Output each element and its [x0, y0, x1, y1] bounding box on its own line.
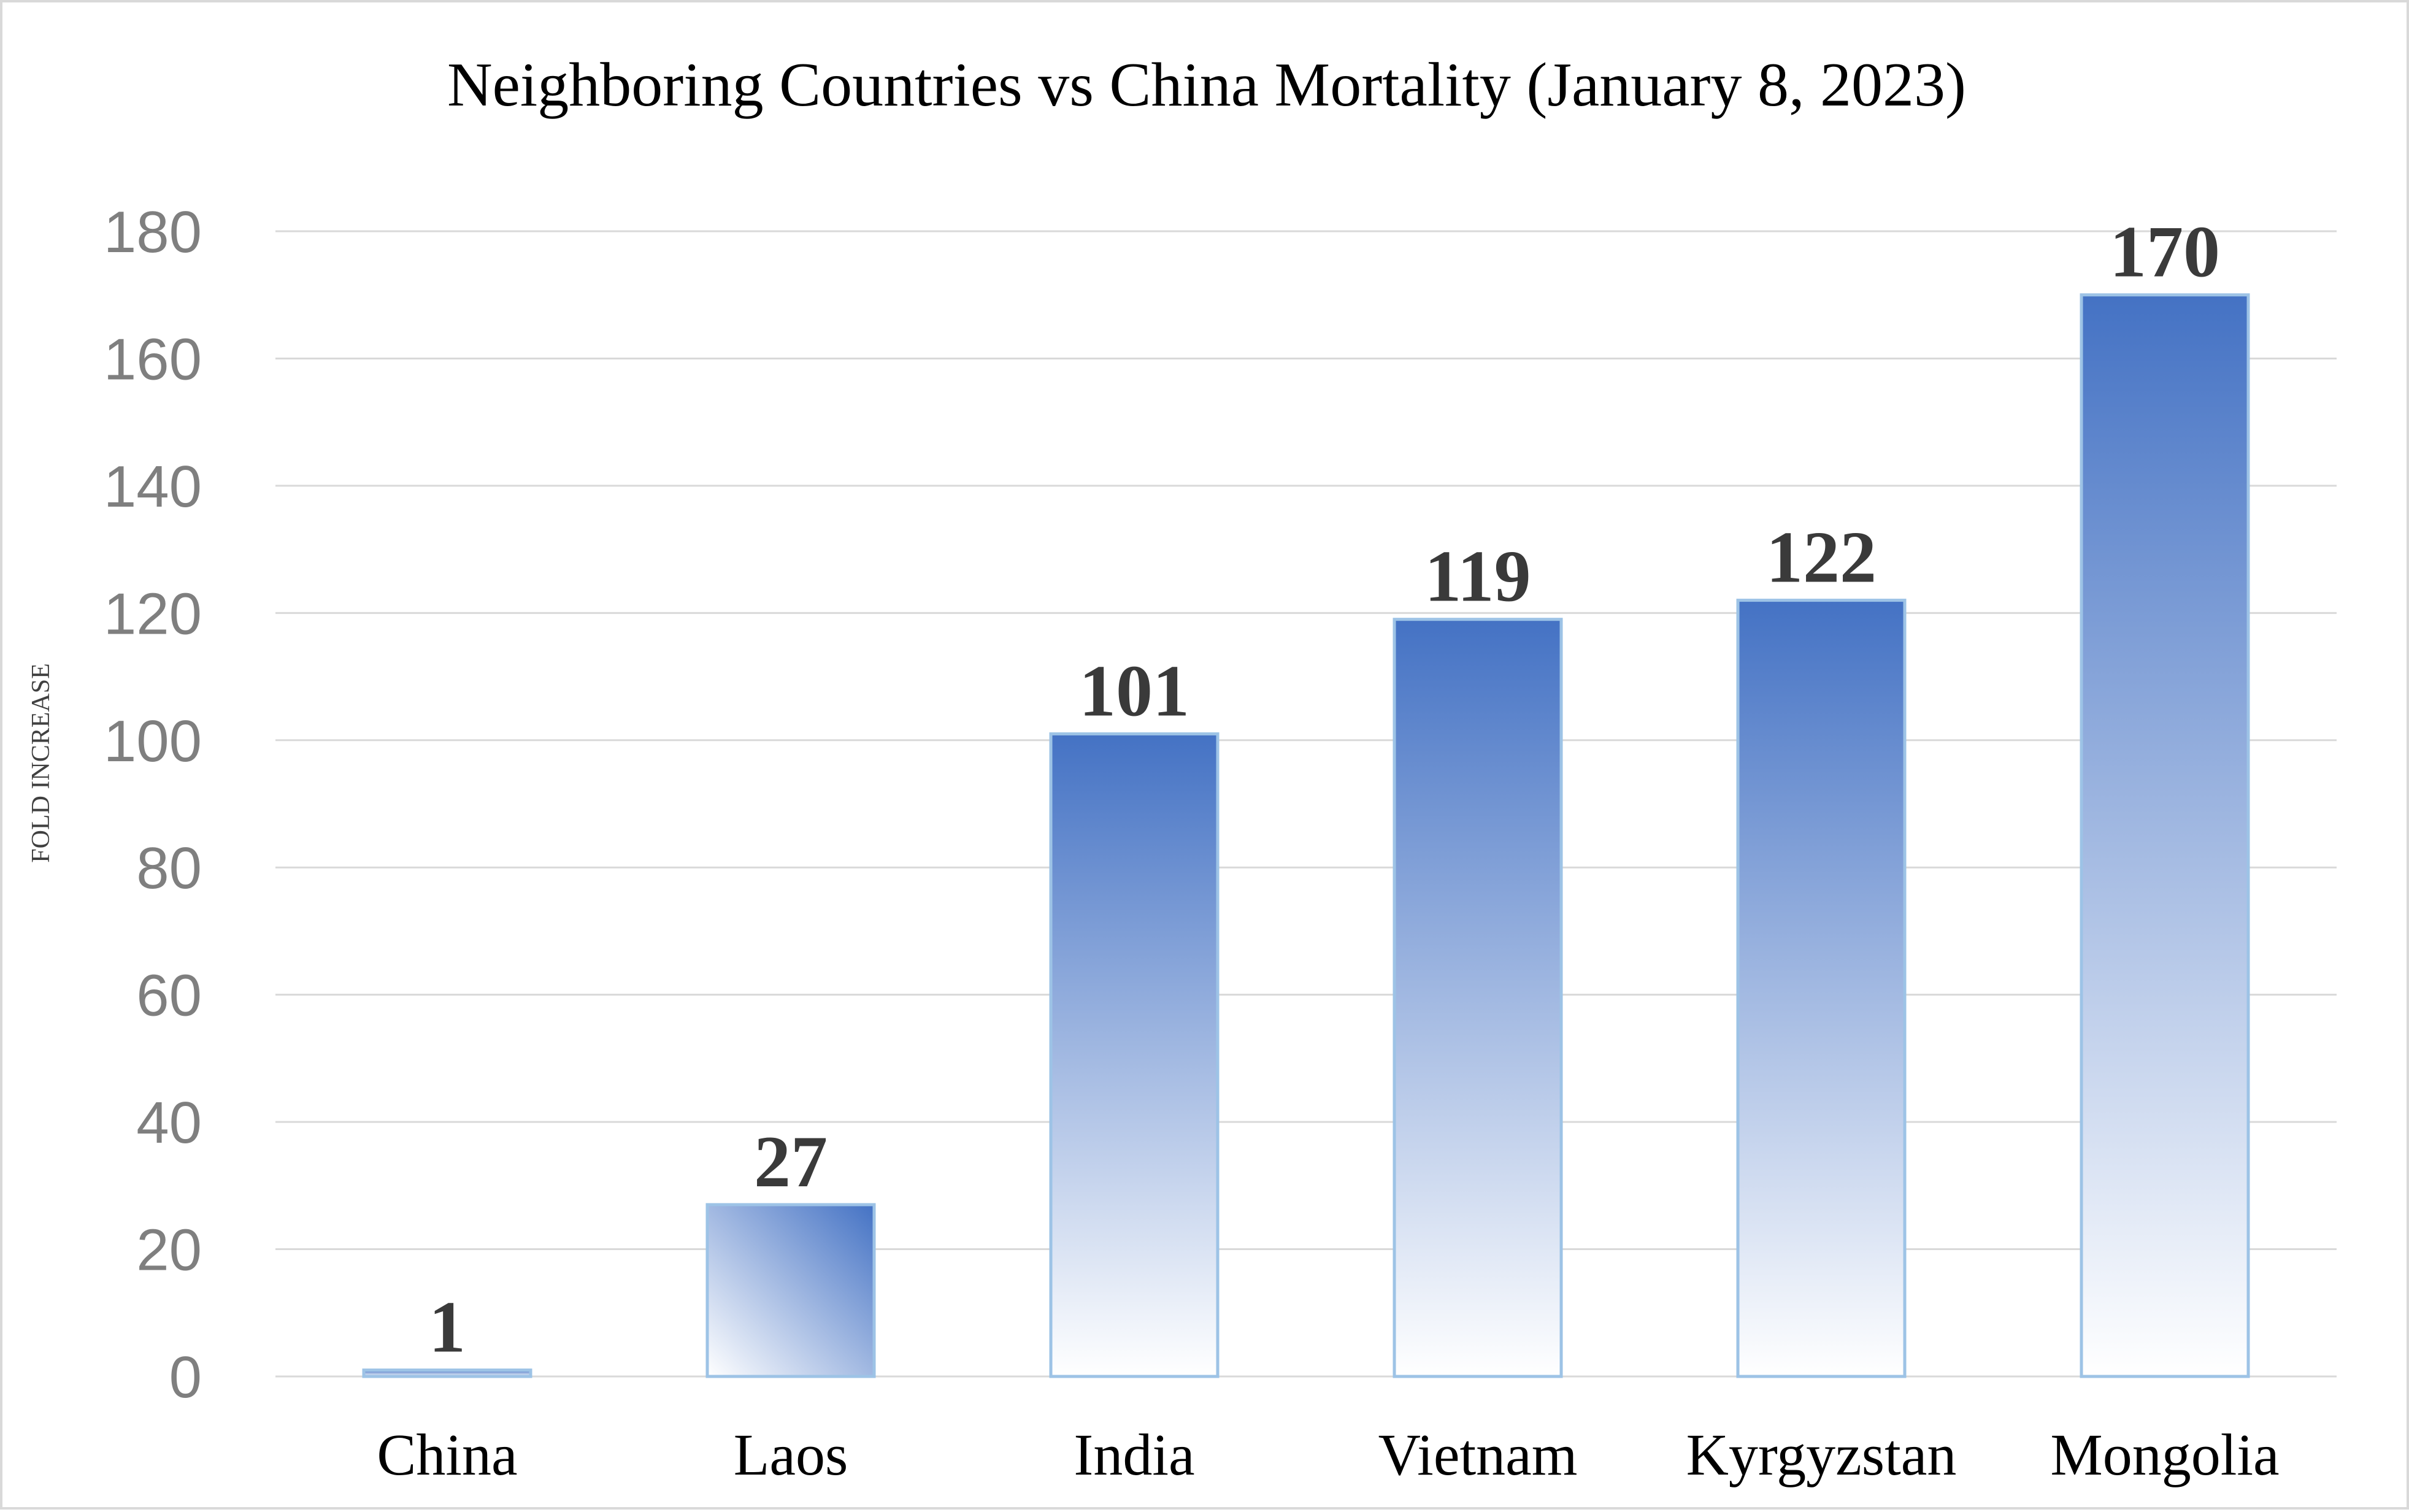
y-tick-label-20: 20 — [136, 1218, 202, 1283]
x-tick-label-kyrgyzstan: Kyrgyzstan — [1686, 1422, 1957, 1487]
bar-vietnam — [1393, 618, 1563, 1378]
x-tick-label-china: China — [377, 1422, 517, 1487]
x-tick-label-mongolia: Mongolia — [2050, 1422, 2279, 1487]
y-axis-label: FOLD INCREASE — [27, 663, 55, 863]
data-label-china: 1 — [429, 1286, 466, 1368]
y-tick-label-0: 0 — [169, 1345, 202, 1410]
y-tick-label-40: 40 — [136, 1090, 202, 1156]
y-axis-ticks: 0 20 40 60 80 100 120 140 160 180 — [104, 199, 202, 1410]
y-tick-label-100: 100 — [104, 708, 202, 774]
bars — [362, 293, 2250, 1378]
gridlines — [275, 230, 2337, 1378]
y-tick-label-60: 60 — [136, 963, 202, 1029]
bar-laos — [705, 1203, 876, 1378]
y-tick-label-80: 80 — [136, 835, 202, 901]
y-tick-label-160: 160 — [104, 326, 202, 392]
data-label-india: 101 — [1079, 650, 1189, 731]
x-axis-ticks: China Laos India Vietnam Kyrgyzstan Mongolia — [377, 1422, 2279, 1487]
x-tick-label-vietnam: Vietnam — [1378, 1422, 1578, 1487]
bar-mongolia — [2080, 293, 2250, 1378]
y-tick-label-120: 120 — [104, 581, 202, 647]
chart-title: Neighboring Countries vs China Mortality… — [447, 50, 1966, 120]
x-tick-label-laos: Laos — [734, 1422, 848, 1487]
data-label-mongolia: 170 — [2110, 211, 2220, 293]
data-labels: 1 27 101 119 122 170 — [429, 211, 2220, 1368]
y-tick-label-140: 140 — [104, 454, 202, 520]
data-label-kyrgyzstan: 122 — [1766, 516, 1877, 598]
data-label-laos: 27 — [754, 1121, 828, 1202]
y-tick-label-180: 180 — [104, 199, 202, 265]
x-tick-label-india: India — [1074, 1422, 1194, 1487]
data-label-vietnam: 119 — [1424, 535, 1531, 617]
bar-kyrgyzstan — [1736, 599, 1907, 1378]
bar-china — [362, 1368, 532, 1378]
bar-india — [1049, 732, 1220, 1378]
